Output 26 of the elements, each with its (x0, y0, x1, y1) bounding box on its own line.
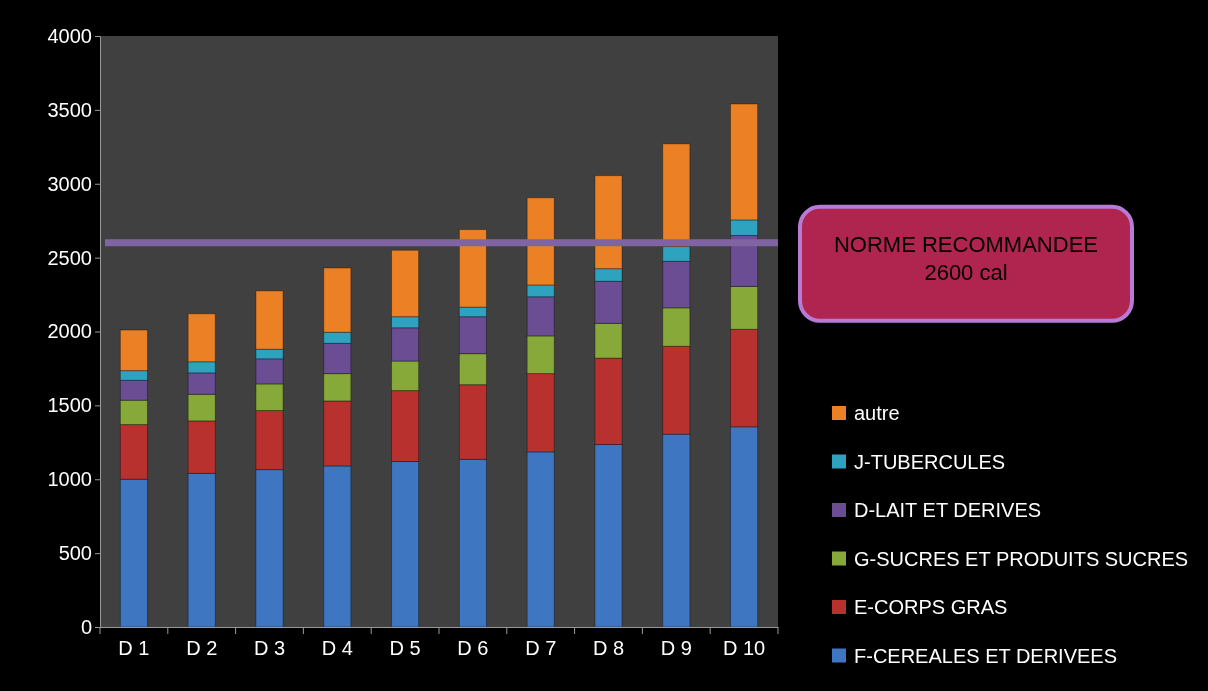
y-tick-label: 1500 (47, 394, 92, 417)
y-tick-label: 1000 (47, 468, 92, 491)
y-tick-label: 3500 (47, 98, 92, 121)
x-tick-label: D 7 (525, 637, 557, 660)
legend-label: F-CEREALES ET DERIVEES (854, 644, 1118, 667)
x-tick-label: D 6 (457, 637, 489, 660)
y-tick-label: 500 (58, 542, 92, 565)
x-tick-label: D 1 (118, 637, 150, 660)
legend-label: autre (854, 402, 900, 424)
legend-label: D-LAIT ET DERIVES (854, 499, 1042, 521)
legend-label: E-CORPS GRAS (854, 596, 1008, 618)
y-tick-label: 2000 (47, 320, 92, 343)
x-tick-label: D 3 (253, 637, 286, 660)
x-tick-label: D 9 (660, 637, 692, 660)
x-tick-label: D 4 (321, 637, 353, 660)
x-tick-label: D 5 (389, 637, 421, 660)
x-tick-label: D 8 (592, 637, 625, 660)
x-tick-label: D 2 (186, 637, 218, 660)
y-tick-label: 4000 (47, 24, 92, 47)
x-tick-label: D 10 (722, 637, 766, 660)
y-tick-label: 3000 (47, 172, 92, 195)
legend-label: G-SUCRES ET PRODUITS SUCRES (854, 547, 1189, 570)
y-tick-label: 0 (80, 615, 92, 638)
y-tick-label: 2500 (47, 246, 92, 269)
legend-label: J-TUBERCULES (854, 450, 1006, 473)
ref-line-label: NORME RECOMMANDEE 2600 cal (833, 231, 1099, 285)
